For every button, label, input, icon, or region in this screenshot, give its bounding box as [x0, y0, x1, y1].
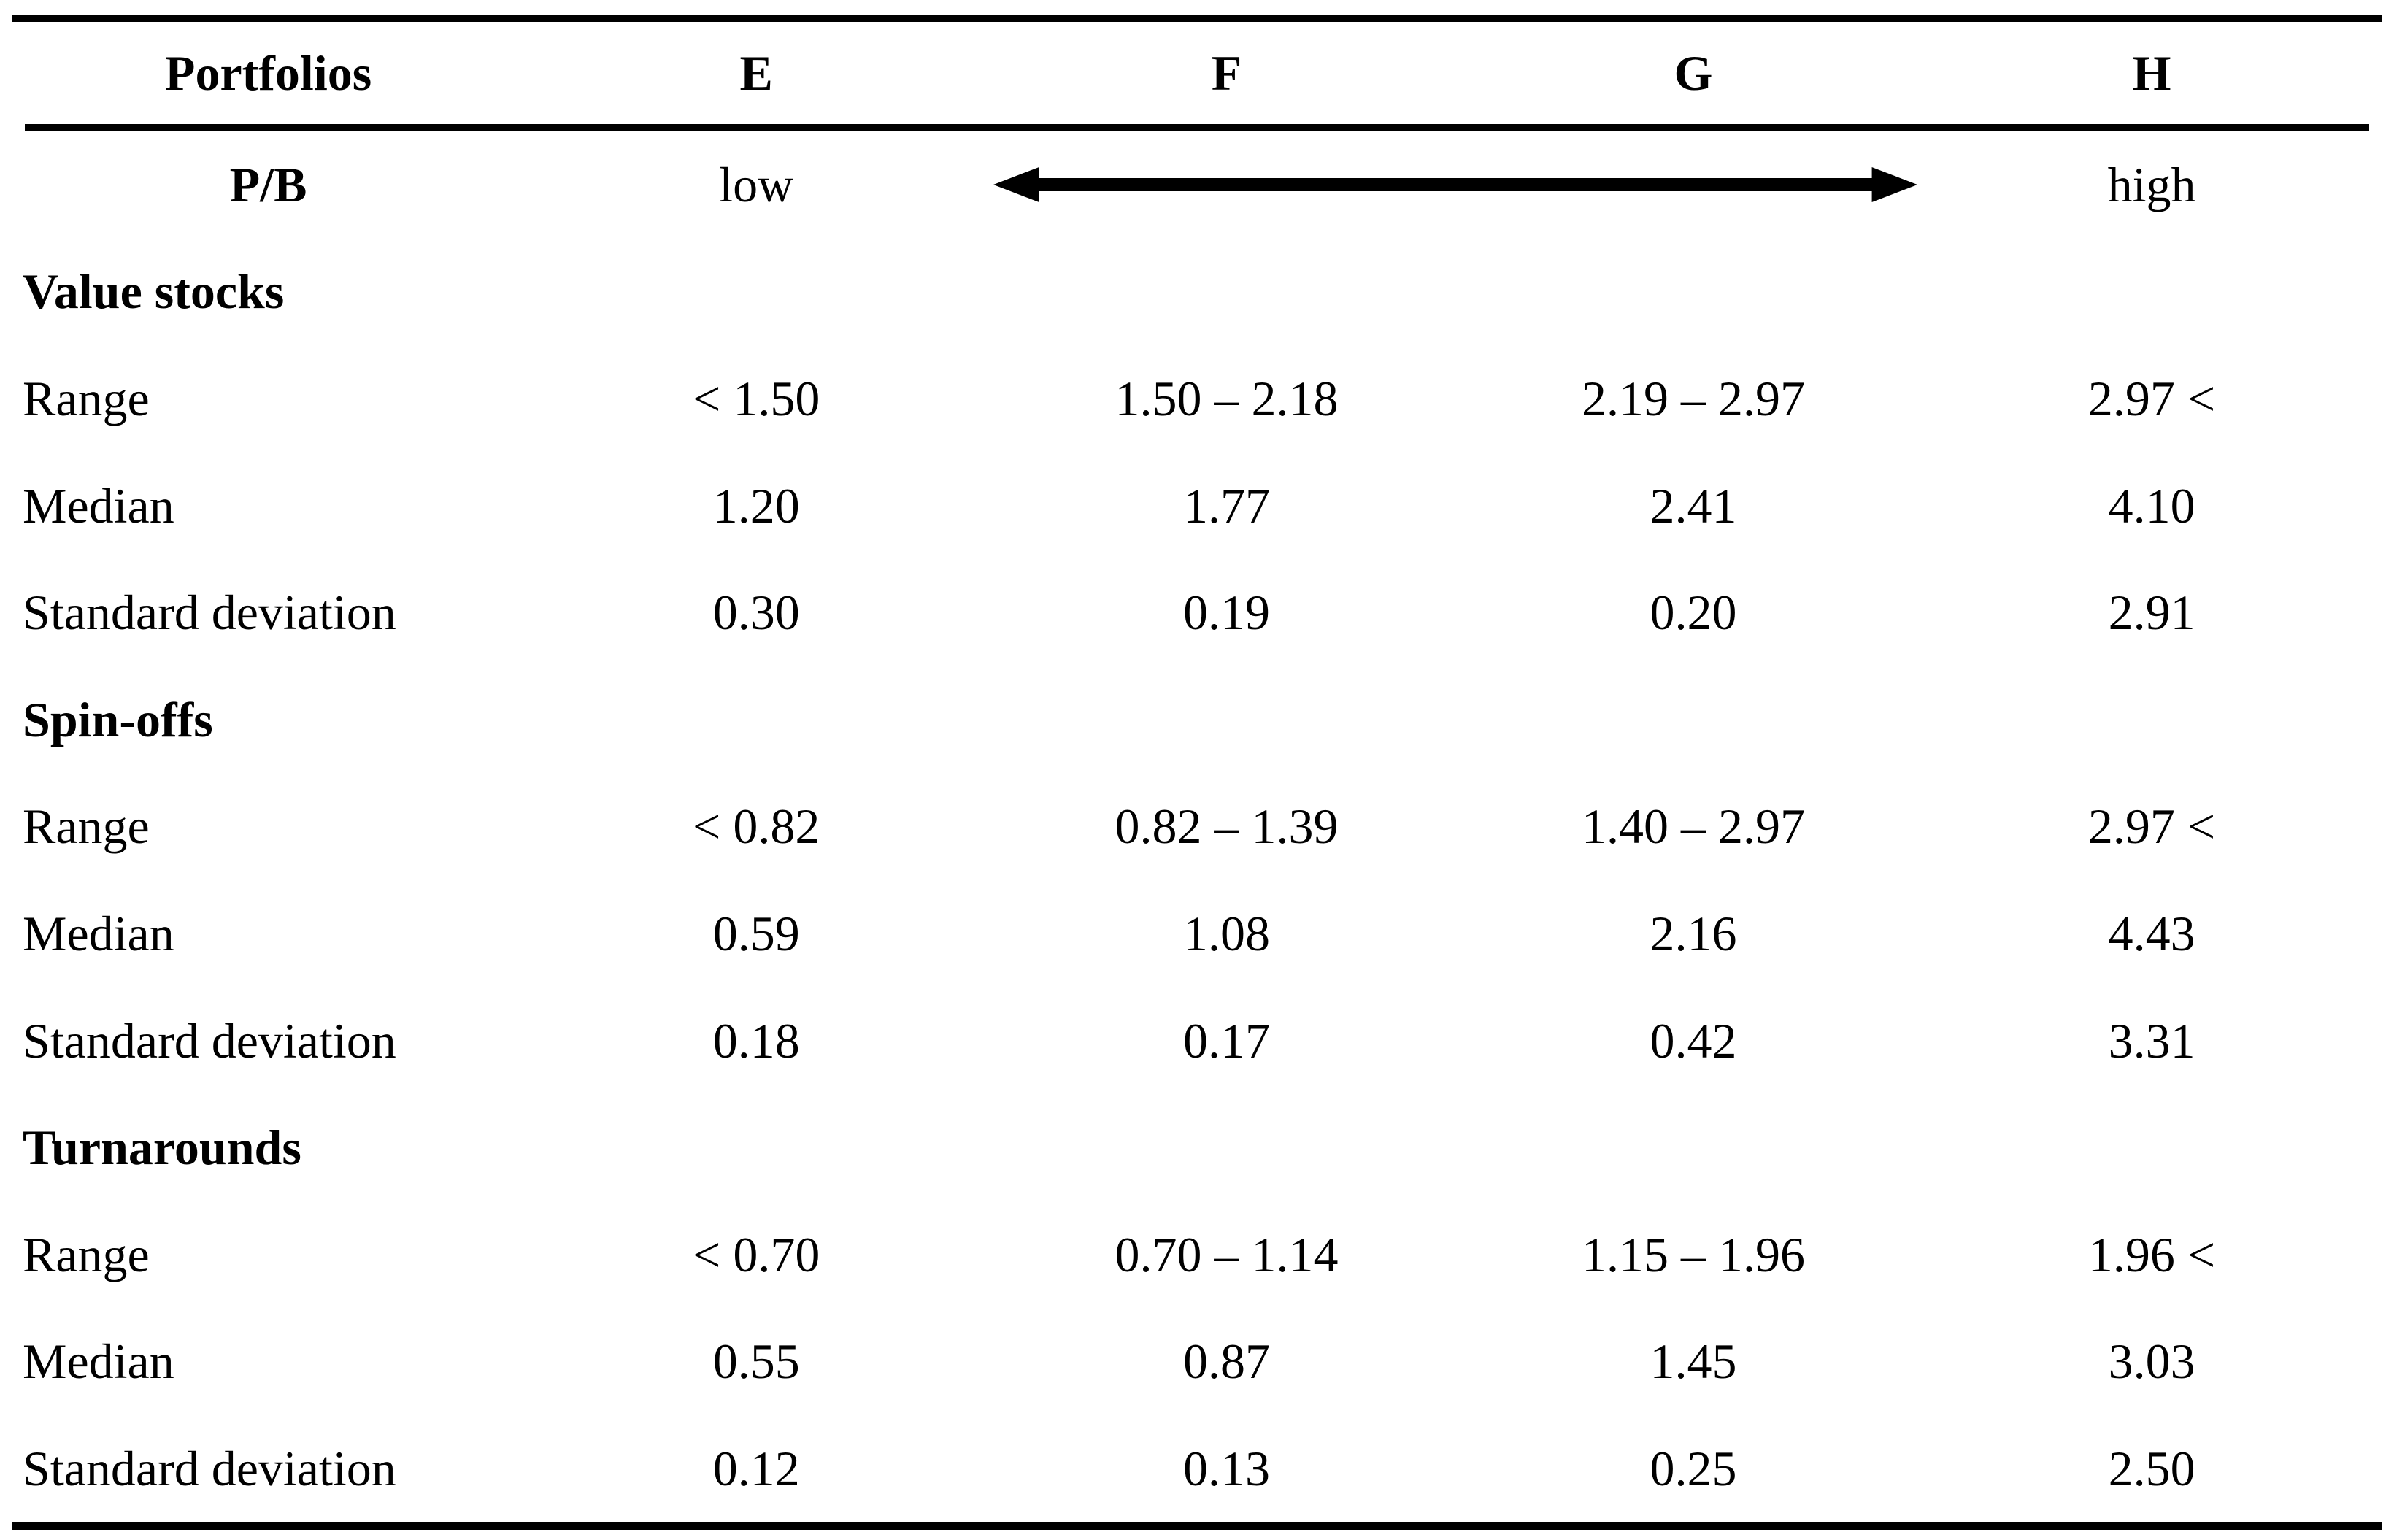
- row-label: Standard deviation: [23, 1012, 396, 1069]
- row-label: Standard deviation: [23, 1440, 396, 1496]
- table-row: Standard deviation 0.30 0.19 0.20 2.91: [12, 559, 2382, 666]
- header-col-e: E: [739, 45, 773, 101]
- table-rule-header-bottom: [25, 124, 2369, 131]
- cell-value: 2.97 <: [2087, 798, 2216, 855]
- section-title: Turnarounds: [23, 1120, 301, 1176]
- cell-value: 1.77: [1183, 477, 1271, 534]
- cell-value: 2.19 – 2.97: [1582, 370, 1805, 426]
- cell-value: 0.42: [1650, 1012, 1737, 1069]
- table-rule-top: [12, 15, 2382, 22]
- cell-value: 1.20: [712, 477, 800, 534]
- cell-value: 2.16: [1650, 905, 1737, 961]
- cell-value: 3.03: [2108, 1333, 2195, 1390]
- portfolios-table: Portfolios E F G H P/B low high Value st…: [12, 22, 2382, 1522]
- pb-low-label: low: [719, 156, 794, 212]
- table-header-row: Portfolios E F G H: [12, 22, 2382, 124]
- cell-value: 4.10: [2108, 477, 2195, 534]
- header-col-f: F: [1211, 45, 1242, 101]
- cell-value: 3.31: [2108, 1012, 2195, 1069]
- table-row: Range < 0.82 0.82 – 1.39 1.40 – 2.97 2.9…: [12, 774, 2382, 881]
- table-row: Standard deviation 0.18 0.17 0.42 3.31: [12, 987, 2382, 1095]
- cell-value: < 0.70: [693, 1226, 820, 1282]
- row-label: Standard deviation: [23, 585, 396, 641]
- cell-value: < 0.82: [693, 798, 820, 855]
- cell-value: 1.96 <: [2087, 1226, 2216, 1282]
- cell-value: 1.15 – 1.96: [1582, 1226, 1805, 1282]
- cell-value: 2.97 <: [2087, 370, 2216, 426]
- cell-value: 0.17: [1183, 1012, 1271, 1069]
- cell-value: 0.70 – 1.14: [1115, 1226, 1339, 1282]
- table-rule-bottom: [12, 1522, 2382, 1530]
- table-row: Median 1.20 1.77 2.41 4.10: [12, 453, 2382, 560]
- cell-value: 0.55: [712, 1333, 800, 1390]
- header-col-g: G: [1674, 45, 1713, 101]
- header-col-h: H: [2132, 45, 2171, 101]
- cell-value: 0.87: [1183, 1333, 1271, 1390]
- table-row: Median 0.59 1.08 2.16 4.43: [12, 880, 2382, 987]
- cell-value: 4.43: [2108, 905, 2195, 961]
- table-row: Range < 1.50 1.50 – 2.18 2.19 – 2.97 2.9…: [12, 345, 2382, 453]
- section-title: Spin-offs: [23, 691, 213, 747]
- cell-value: 2.41: [1650, 477, 1737, 534]
- cell-value: 0.20: [1650, 585, 1737, 641]
- cell-value: 0.25: [1650, 1440, 1737, 1496]
- section-title: Value stocks: [23, 263, 285, 320]
- row-label: Median: [23, 477, 174, 534]
- section-header-spin-offs: Spin-offs: [12, 666, 2382, 774]
- row-label: Range: [23, 798, 150, 855]
- pb-high-label: high: [2107, 156, 2196, 212]
- cell-value: 0.30: [712, 585, 800, 641]
- pb-row: P/B low high: [12, 131, 2382, 239]
- section-header-turnarounds: Turnarounds: [12, 1094, 2382, 1201]
- cell-value: 0.12: [712, 1440, 800, 1496]
- header-portfolios: Portfolios: [164, 45, 372, 101]
- table-row: Median 0.55 0.87 1.45 3.03: [12, 1309, 2382, 1416]
- cell-value: 1.50 – 2.18: [1115, 370, 1339, 426]
- row-label: Range: [23, 1226, 150, 1282]
- row-label: Median: [23, 905, 174, 961]
- cell-value: 2.50: [2108, 1440, 2195, 1496]
- pb-arrow-cell: [988, 166, 1922, 204]
- cell-value: 1.08: [1183, 905, 1271, 961]
- cell-value: 0.13: [1183, 1440, 1271, 1496]
- cell-value: 2.91: [2108, 585, 2195, 641]
- double-arrow-icon: [993, 167, 1917, 203]
- row-label: Range: [23, 370, 150, 426]
- cell-value: 1.45: [1650, 1333, 1737, 1390]
- cell-value: 0.59: [712, 905, 800, 961]
- cell-value: 1.40 – 2.97: [1582, 798, 1805, 855]
- table-row: Range < 0.70 0.70 – 1.14 1.15 – 1.96 1.9…: [12, 1201, 2382, 1309]
- row-label: Median: [23, 1333, 174, 1390]
- cell-value: 0.18: [712, 1012, 800, 1069]
- cell-value: < 1.50: [693, 370, 820, 426]
- cell-value: 0.82 – 1.39: [1115, 798, 1339, 855]
- table-row: Standard deviation 0.12 0.13 0.25 2.50: [12, 1415, 2382, 1522]
- pb-label: P/B: [229, 156, 307, 212]
- cell-value: 0.19: [1183, 585, 1271, 641]
- section-header-value-stocks: Value stocks: [12, 239, 2382, 346]
